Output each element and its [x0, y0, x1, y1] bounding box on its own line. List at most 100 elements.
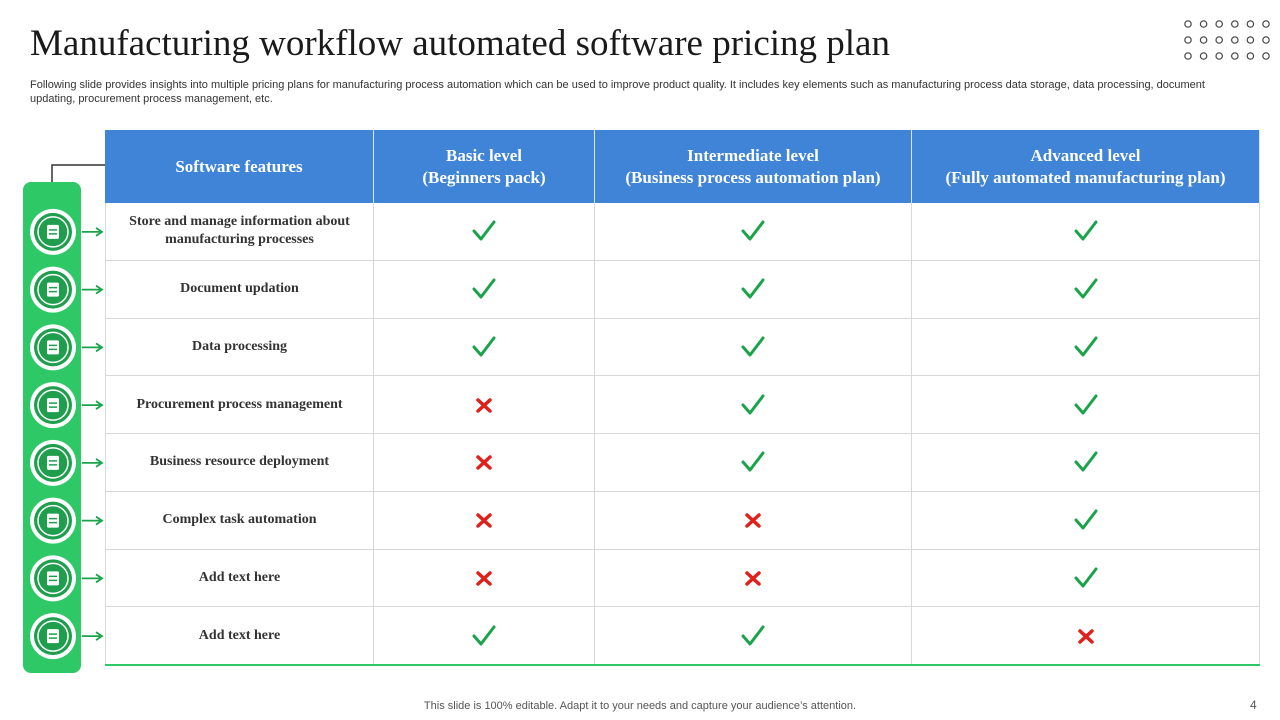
icon-inner [37, 389, 69, 421]
dot [1262, 36, 1270, 44]
cross-mark [476, 513, 492, 528]
availability-cell [374, 203, 595, 261]
feature-cell: Complex task automation [105, 491, 374, 550]
availability-cell [374, 607, 595, 665]
cross-mark [476, 397, 492, 413]
title: Manufacturing workflow automated softwar… [30, 23, 890, 64]
availability-cell [374, 318, 595, 377]
cross-glyph [1077, 628, 1094, 644]
icon-inner [37, 273, 69, 306]
dot [1231, 20, 1239, 28]
check-mark [1074, 451, 1097, 472]
column-subtitle: (Fully automated manufacturing plan) [945, 167, 1226, 187]
check-glyph [472, 220, 496, 241]
icon-glyph [47, 571, 59, 586]
availability-cell [912, 318, 1260, 377]
availability-cell [912, 607, 1260, 665]
cross-mark [1077, 628, 1094, 644]
cross-glyph [476, 513, 492, 528]
check-glyph [1074, 451, 1097, 472]
check-glyph [1074, 567, 1097, 588]
check-mark [741, 336, 765, 357]
check-glyph [741, 220, 765, 241]
check-mark [1074, 278, 1097, 299]
feature-name: Add text here [198, 627, 281, 643]
description: Following slide provides insights into m… [30, 79, 1205, 105]
check-glyph [741, 451, 765, 472]
dot [1231, 52, 1239, 60]
feature-cell: Procurement process management [105, 376, 374, 434]
feature-cell: Add text here [105, 549, 374, 608]
check-glyph [741, 394, 765, 415]
availability-cell [595, 434, 912, 492]
check-mark [741, 394, 765, 415]
feature-cell: Data processing [105, 318, 374, 377]
availability-cell [374, 260, 595, 319]
icon-glyph [47, 282, 59, 297]
arrow-head [95, 515, 104, 526]
dot [1215, 52, 1224, 60]
dot [1199, 52, 1208, 60]
check-glyph [741, 336, 765, 357]
icon-glyph [47, 398, 59, 413]
column-name: Advanced level [1030, 145, 1141, 165]
check-mark [741, 278, 765, 299]
availability-cell [374, 491, 595, 550]
feature-cell: Add text here [105, 607, 374, 665]
check-mark [1074, 336, 1097, 357]
dot [1184, 20, 1192, 28]
feature-name: Document updation [180, 281, 299, 297]
icon-glyph [47, 513, 59, 528]
availability-cell [595, 318, 912, 377]
check-mark [472, 625, 496, 646]
dot [1246, 52, 1255, 60]
cross-glyph [476, 397, 492, 413]
feature-cell: Document updation [105, 260, 374, 319]
dot [1199, 36, 1208, 44]
dot [1246, 36, 1255, 44]
column-header: Intermediate level (Business process auto… [595, 130, 912, 203]
check-mark [472, 336, 496, 357]
feature-name: Complex task automation [162, 512, 317, 528]
check-glyph [741, 278, 765, 299]
feature-name: Data processing [191, 338, 288, 354]
icon-inner [37, 620, 69, 652]
check-mark [1074, 220, 1097, 241]
arrow-head [95, 573, 104, 584]
icon-inner [37, 331, 69, 364]
icon-inner [37, 562, 69, 595]
check-glyph [1074, 220, 1097, 241]
arrow-head [95, 342, 104, 353]
icon-inner [37, 504, 69, 537]
availability-cell [912, 376, 1260, 434]
availability-cell [595, 607, 912, 665]
arrow-head [95, 400, 104, 410]
availability-cell [912, 491, 1260, 550]
footer-note: This slide is 100% editable. Adapt it to… [423, 700, 857, 712]
column-name: Software features [175, 156, 303, 176]
page-number: 4 [1250, 698, 1257, 712]
check-glyph [472, 278, 496, 299]
column-header: Advanced level (Fully automated manufactu… [912, 130, 1260, 203]
dot [1231, 36, 1239, 44]
check-glyph [741, 625, 765, 646]
icon-glyph [47, 629, 59, 644]
check-glyph [1074, 394, 1097, 415]
check-mark [741, 220, 765, 241]
feature-name: Procurement process management [136, 396, 343, 412]
dot [1215, 20, 1224, 28]
check-glyph [472, 625, 496, 646]
availability-cell [912, 549, 1260, 608]
cross-glyph [476, 571, 492, 586]
check-mark [1074, 509, 1097, 530]
cross-mark [745, 571, 761, 586]
column-subtitle: (Beginners pack) [422, 167, 546, 187]
check-mark [472, 220, 496, 241]
availability-cell [374, 434, 595, 492]
icon-inner [37, 216, 69, 248]
table-bottom-line [105, 664, 1260, 666]
availability-cell [595, 376, 912, 434]
availability-cell [912, 260, 1260, 319]
